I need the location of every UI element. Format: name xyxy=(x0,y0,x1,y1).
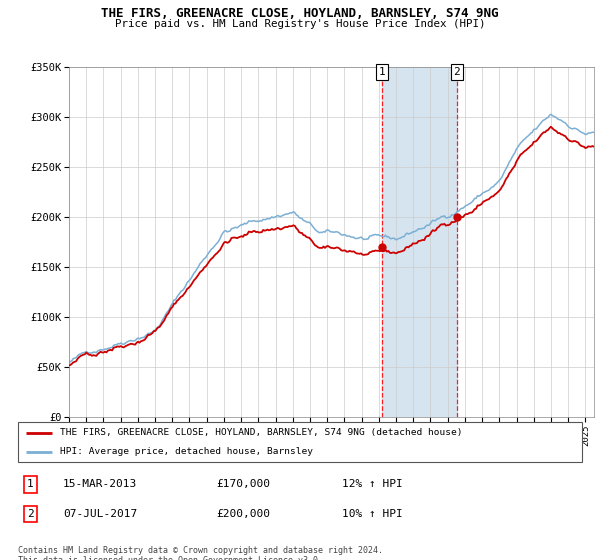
Text: THE FIRS, GREENACRE CLOSE, HOYLAND, BARNSLEY, S74 9NG: THE FIRS, GREENACRE CLOSE, HOYLAND, BARN… xyxy=(101,7,499,20)
Text: 12% ↑ HPI: 12% ↑ HPI xyxy=(342,479,403,489)
Text: 2: 2 xyxy=(27,509,34,519)
Text: 1: 1 xyxy=(27,479,34,489)
Text: Price paid vs. HM Land Registry's House Price Index (HPI): Price paid vs. HM Land Registry's House … xyxy=(115,19,485,29)
FancyBboxPatch shape xyxy=(18,422,582,462)
Text: 10% ↑ HPI: 10% ↑ HPI xyxy=(342,509,403,519)
Bar xyxy=(382,67,457,417)
Text: 07-JUL-2017: 07-JUL-2017 xyxy=(63,509,137,519)
Text: £170,000: £170,000 xyxy=(216,479,270,489)
Text: £200,000: £200,000 xyxy=(216,509,270,519)
Text: 1: 1 xyxy=(379,67,386,77)
Text: Contains HM Land Registry data © Crown copyright and database right 2024.
This d: Contains HM Land Registry data © Crown c… xyxy=(18,546,383,560)
Text: HPI: Average price, detached house, Barnsley: HPI: Average price, detached house, Barn… xyxy=(60,447,313,456)
Text: 15-MAR-2013: 15-MAR-2013 xyxy=(63,479,137,489)
Text: 2: 2 xyxy=(454,67,460,77)
Text: THE FIRS, GREENACRE CLOSE, HOYLAND, BARNSLEY, S74 9NG (detached house): THE FIRS, GREENACRE CLOSE, HOYLAND, BARN… xyxy=(60,428,463,437)
